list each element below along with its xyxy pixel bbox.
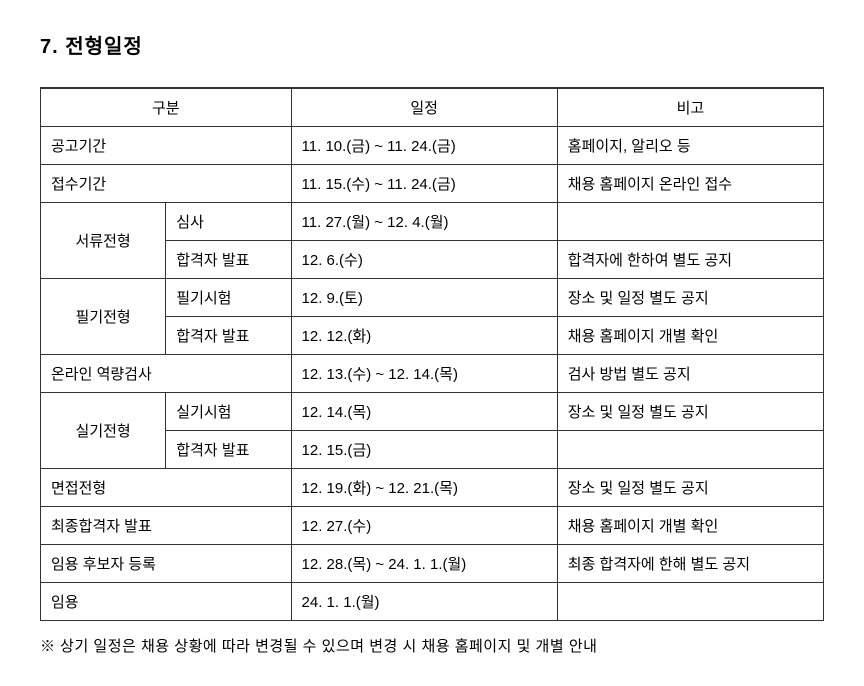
cell-schedule: 11. 27.(월) ~ 12. 4.(월) <box>291 203 557 241</box>
footnote: ※ 상기 일정은 채용 상황에 따라 변경될 수 있으며 변경 시 채용 홈페이… <box>40 635 824 656</box>
cell-schedule: 12. 19.(화) ~ 12. 21.(목) <box>291 469 557 507</box>
cell-note: 장소 및 일정 별도 공지 <box>557 279 823 317</box>
cell-note <box>557 583 823 621</box>
cell-category1: 서류전형 <box>41 203 166 279</box>
cell-schedule: 11. 15.(수) ~ 11. 24.(금) <box>291 165 557 203</box>
cell-category2: 실기시험 <box>166 393 291 431</box>
cell-category1: 접수기간 <box>41 165 292 203</box>
table-row: 최종합격자 발표12. 27.(수)채용 홈페이지 개별 확인 <box>41 507 824 545</box>
table-row: 서류전형심사11. 27.(월) ~ 12. 4.(월) <box>41 203 824 241</box>
cell-category2: 필기시험 <box>166 279 291 317</box>
cell-category1: 면접전형 <box>41 469 292 507</box>
cell-category2: 합격자 발표 <box>166 317 291 355</box>
cell-category2: 심사 <box>166 203 291 241</box>
table-row: 공고기간11. 10.(금) ~ 11. 24.(금)홈페이지, 알리오 등 <box>41 127 824 165</box>
table-header-row: 구분 일정 비고 <box>41 88 824 127</box>
cell-category2: 합격자 발표 <box>166 241 291 279</box>
table-row: 실기전형실기시험12. 14.(목)장소 및 일정 별도 공지 <box>41 393 824 431</box>
cell-category2: 합격자 발표 <box>166 431 291 469</box>
cell-note: 채용 홈페이지 온라인 접수 <box>557 165 823 203</box>
cell-note: 홈페이지, 알리오 등 <box>557 127 823 165</box>
cell-note: 최종 합격자에 한해 별도 공지 <box>557 545 823 583</box>
schedule-table: 구분 일정 비고 공고기간11. 10.(금) ~ 11. 24.(금)홈페이지… <box>40 87 824 621</box>
header-schedule: 일정 <box>291 88 557 127</box>
cell-schedule: 12. 15.(금) <box>291 431 557 469</box>
cell-category1: 임용 후보자 등록 <box>41 545 292 583</box>
table-row: 임용24. 1. 1.(월) <box>41 583 824 621</box>
cell-note <box>557 431 823 469</box>
cell-category1: 온라인 역량검사 <box>41 355 292 393</box>
cell-schedule: 12. 27.(수) <box>291 507 557 545</box>
cell-note: 장소 및 일정 별도 공지 <box>557 469 823 507</box>
table-row: 임용 후보자 등록12. 28.(목) ~ 24. 1. 1.(월)최종 합격자… <box>41 545 824 583</box>
header-category: 구분 <box>41 88 292 127</box>
section-title: 7. 전형일정 <box>40 30 824 59</box>
cell-note <box>557 203 823 241</box>
cell-category1: 최종합격자 발표 <box>41 507 292 545</box>
cell-note: 채용 홈페이지 개별 확인 <box>557 317 823 355</box>
header-note: 비고 <box>557 88 823 127</box>
cell-note: 합격자에 한하여 별도 공지 <box>557 241 823 279</box>
cell-note: 채용 홈페이지 개별 확인 <box>557 507 823 545</box>
cell-category1: 필기전형 <box>41 279 166 355</box>
cell-note: 검사 방법 별도 공지 <box>557 355 823 393</box>
table-row: 온라인 역량검사12. 13.(수) ~ 12. 14.(목)검사 방법 별도 … <box>41 355 824 393</box>
cell-schedule: 12. 28.(목) ~ 24. 1. 1.(월) <box>291 545 557 583</box>
cell-schedule: 12. 14.(목) <box>291 393 557 431</box>
table-row: 면접전형12. 19.(화) ~ 12. 21.(목)장소 및 일정 별도 공지 <box>41 469 824 507</box>
cell-category1: 실기전형 <box>41 393 166 469</box>
cell-note: 장소 및 일정 별도 공지 <box>557 393 823 431</box>
cell-schedule: 12. 6.(수) <box>291 241 557 279</box>
cell-schedule: 11. 10.(금) ~ 11. 24.(금) <box>291 127 557 165</box>
cell-schedule: 12. 12.(화) <box>291 317 557 355</box>
cell-category1: 임용 <box>41 583 292 621</box>
table-body: 공고기간11. 10.(금) ~ 11. 24.(금)홈페이지, 알리오 등접수… <box>41 127 824 621</box>
cell-schedule: 24. 1. 1.(월) <box>291 583 557 621</box>
cell-category1: 공고기간 <box>41 127 292 165</box>
cell-schedule: 12. 9.(토) <box>291 279 557 317</box>
table-row: 접수기간11. 15.(수) ~ 11. 24.(금)채용 홈페이지 온라인 접… <box>41 165 824 203</box>
cell-schedule: 12. 13.(수) ~ 12. 14.(목) <box>291 355 557 393</box>
table-row: 필기전형필기시험12. 9.(토)장소 및 일정 별도 공지 <box>41 279 824 317</box>
